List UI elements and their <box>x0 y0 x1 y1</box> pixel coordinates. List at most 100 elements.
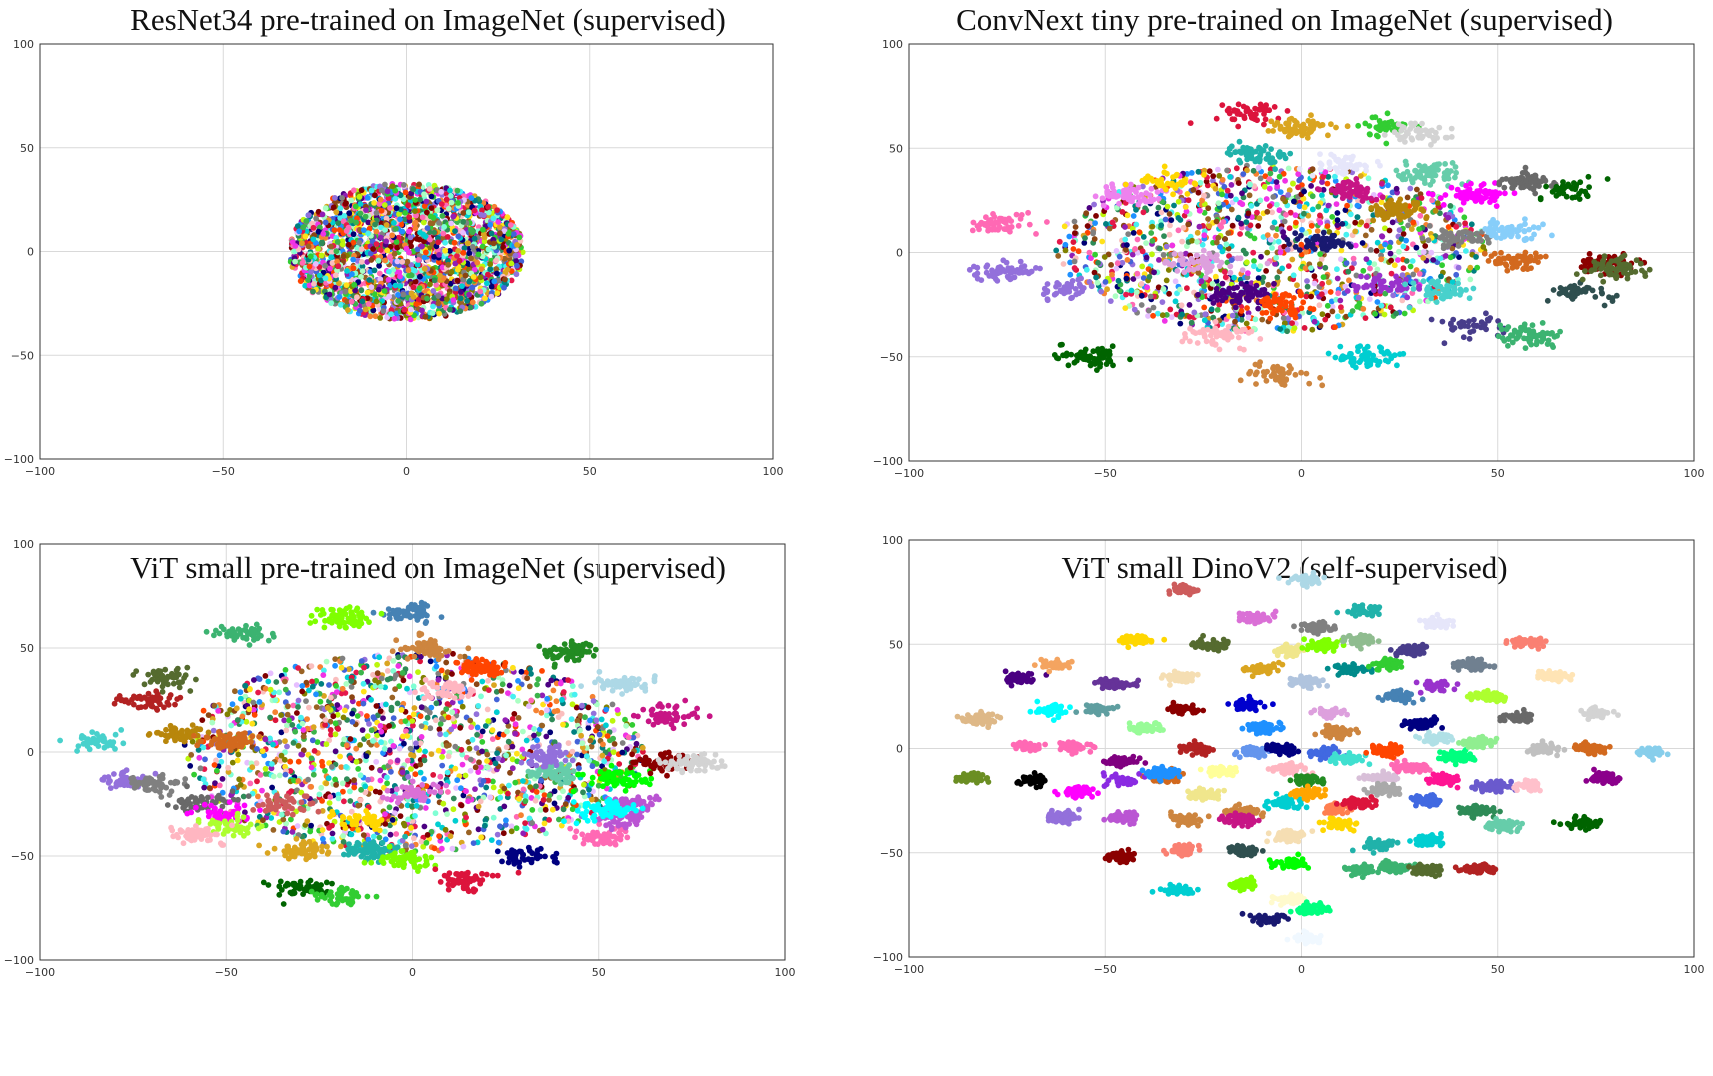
scatter-point <box>1358 219 1365 226</box>
scatter-point <box>459 283 465 289</box>
scatter-point <box>1386 244 1393 251</box>
scatter-point <box>1463 248 1469 254</box>
scatter-point <box>1322 169 1329 176</box>
scatter-point <box>1309 326 1316 333</box>
scatter-point <box>1169 242 1176 249</box>
scatter-point <box>1196 207 1203 214</box>
y-tick-label: −50 <box>11 349 34 362</box>
scatter-point <box>1295 184 1301 191</box>
scatter-point <box>1342 207 1349 214</box>
scatter-point <box>1222 236 1228 242</box>
scatter-point <box>1371 261 1378 267</box>
scatter-point <box>1053 247 1060 254</box>
scatter-point <box>1244 156 1251 163</box>
scatter-point <box>469 229 476 236</box>
scatter-point <box>1148 196 1155 203</box>
scatter-point <box>1271 280 1277 287</box>
scatter-point <box>431 277 438 284</box>
scatter-point <box>1218 224 1225 230</box>
scatter-point <box>1315 203 1322 210</box>
scatter-point <box>1161 318 1168 324</box>
scatter-point <box>1144 284 1150 291</box>
scatter-point <box>996 224 1003 231</box>
scatter-point <box>1359 240 1366 246</box>
scatter-point <box>405 202 411 209</box>
scatter-point <box>1273 232 1279 239</box>
scatter-point <box>1135 201 1142 208</box>
scatter-point <box>1255 223 1262 229</box>
scatter-point <box>1071 258 1078 265</box>
scatter-point <box>1390 292 1397 299</box>
scatter-point <box>354 294 360 301</box>
scatter-point <box>421 203 428 210</box>
scatter-point <box>514 242 520 248</box>
scatter-point <box>1329 308 1336 315</box>
scatter-point <box>1334 313 1341 320</box>
scatter-point <box>1306 380 1313 387</box>
scatter-point <box>1147 293 1154 300</box>
scatter-point <box>1218 259 1225 266</box>
scatter-point <box>448 268 455 275</box>
scatter-point <box>1317 251 1324 257</box>
scatter-point <box>1238 328 1244 335</box>
scatter-point <box>359 263 366 270</box>
scatter-point <box>1374 158 1381 165</box>
scatter-point <box>364 195 371 201</box>
scatter-point <box>331 227 338 234</box>
scatter-point <box>1114 260 1121 267</box>
scatter-point <box>1335 290 1341 297</box>
scatter-point <box>385 276 392 283</box>
scatter-point <box>1307 122 1314 128</box>
scatter-point <box>1175 198 1182 205</box>
scatter-point <box>1193 252 1200 259</box>
scatter-point <box>419 214 426 221</box>
scatter-point <box>377 234 384 241</box>
scatter-point <box>1337 343 1344 350</box>
scatter-point <box>1083 210 1090 217</box>
scatter-point <box>487 266 494 273</box>
scatter-point <box>391 220 397 226</box>
scatter-point <box>1414 202 1420 208</box>
scatter-point <box>1366 131 1373 138</box>
scatter-point <box>359 298 366 305</box>
scatter-point <box>1135 194 1141 201</box>
scatter-point <box>1272 291 1278 298</box>
scatter-point <box>1240 247 1247 254</box>
scatter-point <box>1334 222 1341 229</box>
scatter-point <box>1201 232 1208 239</box>
scatter-point <box>299 260 306 266</box>
scatter-point <box>372 313 379 320</box>
scatter-point <box>1026 221 1033 228</box>
scatter-point <box>1340 355 1347 361</box>
scatter-point <box>1273 254 1280 261</box>
scatter-point <box>1344 123 1351 130</box>
scatter-point <box>1240 171 1247 178</box>
scatter-point <box>989 220 996 227</box>
scatter-point <box>344 268 350 274</box>
scatter-point <box>1262 143 1269 149</box>
scatter-point <box>1305 117 1312 124</box>
scatter-point <box>420 219 427 226</box>
scatter-point <box>1195 168 1202 175</box>
scatter-point <box>1264 260 1271 267</box>
scatter-point <box>1235 292 1242 299</box>
scatter-point <box>1228 206 1235 213</box>
scatter-point <box>437 272 443 279</box>
scatter-point <box>1280 229 1287 236</box>
plot-frame <box>39 43 774 460</box>
scatter-point <box>441 224 447 230</box>
scatter-point <box>348 197 355 204</box>
scatter-point <box>417 196 423 203</box>
scatter-point <box>1213 239 1220 246</box>
scatter-point <box>1337 297 1344 304</box>
scatter-point <box>438 201 445 208</box>
scatter-point <box>1037 265 1043 272</box>
scatter-point <box>1290 180 1296 187</box>
scatter-point <box>1397 196 1404 203</box>
scatter-point <box>1338 256 1344 263</box>
scatter-point <box>420 231 427 238</box>
scatter-point <box>1166 231 1173 238</box>
y-tick-label: −100 <box>4 453 34 466</box>
scatter-point <box>1268 373 1275 379</box>
